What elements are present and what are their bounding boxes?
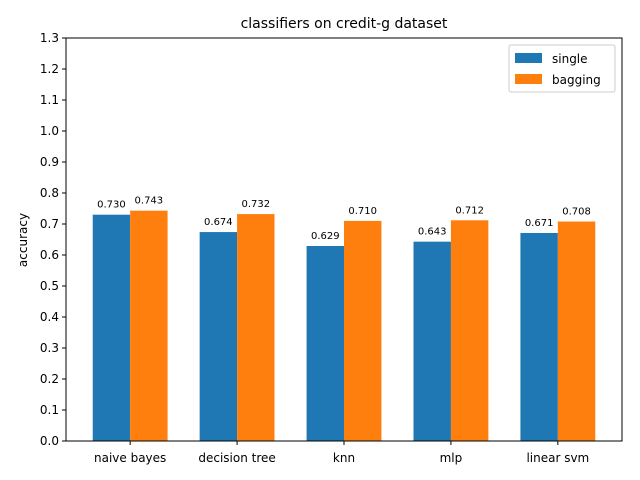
bar-value-label: 0.708: [562, 207, 591, 218]
bar-bagging-1: [237, 214, 275, 441]
y-tick-label: 0.4: [40, 310, 59, 324]
y-tick-label: 0.9: [40, 155, 59, 169]
y-tick-label: 1.0: [40, 124, 59, 138]
bar-value-label: 0.730: [97, 200, 126, 211]
y-tick-label: 1.2: [40, 62, 59, 76]
bar-bagging-2: [344, 220, 382, 441]
y-tick-label: 1.1: [40, 93, 59, 107]
legend: single bagging: [508, 44, 616, 93]
bar-bagging-3: [450, 220, 489, 441]
x-tick-label: knn: [333, 451, 355, 465]
x-tick-label: naive bayes: [94, 451, 166, 465]
legend-label-single: single: [552, 52, 588, 66]
bar-value-label: 0.674: [204, 217, 233, 228]
bar-value-label: 0.671: [525, 218, 554, 229]
bar-single-4: [520, 232, 558, 441]
bar-value-label: 0.629: [311, 231, 340, 242]
bar-bagging-0: [130, 210, 168, 441]
legend-label-bagging: bagging: [552, 73, 601, 87]
plot-frame: [65, 37, 623, 442]
bar-bagging-4: [557, 221, 596, 441]
bar-single-1: [199, 232, 238, 441]
x-tick-label: linear svm: [526, 451, 589, 465]
y-tick-label: 0.0: [40, 434, 59, 448]
y-tick-label: 1.3: [40, 31, 59, 45]
chart-title: classifiers on credit-g dataset: [241, 16, 448, 32]
bar-value-label: 0.643: [418, 227, 447, 238]
x-tick-label: decision tree: [198, 451, 275, 465]
y-tick-label: 0.6: [40, 248, 59, 262]
bar-labels-group: 0.730 0.674 0.629 0.643 0.671 0.743 0.732 0.710…: [97, 196, 591, 242]
y-tick-label: 0.1: [40, 403, 59, 417]
bar-single-3: [413, 241, 451, 441]
y-axis: 0.0 0.1 0.2 0.3 0.4 0.5 0.6 0.7 0.8 0.9 1.0 1.1 1.2 1…: [40, 31, 66, 448]
bar-value-label: 0.743: [135, 196, 164, 207]
y-axis-label: accuracy: [16, 213, 30, 267]
bar-single-2: [306, 246, 344, 441]
bar-single-0: [92, 214, 131, 441]
legend-swatch-single: [515, 53, 542, 63]
x-tick-label: mlp: [440, 451, 463, 465]
bars-group: [92, 210, 596, 441]
y-tick-label: 0.2: [40, 372, 59, 386]
y-tick-label: 0.3: [40, 341, 59, 355]
y-tick-label: 0.8: [40, 186, 59, 200]
bar-value-label: 0.712: [455, 205, 484, 216]
y-tick-label: 0.5: [40, 279, 59, 293]
bar-value-label: 0.710: [348, 206, 377, 217]
x-axis: naive bayes decision tree knn mlp linear svm: [94, 441, 589, 465]
legend-swatch-bagging: [515, 74, 542, 84]
y-tick-label: 0.7: [40, 217, 59, 231]
bar-value-label: 0.732: [241, 199, 270, 210]
